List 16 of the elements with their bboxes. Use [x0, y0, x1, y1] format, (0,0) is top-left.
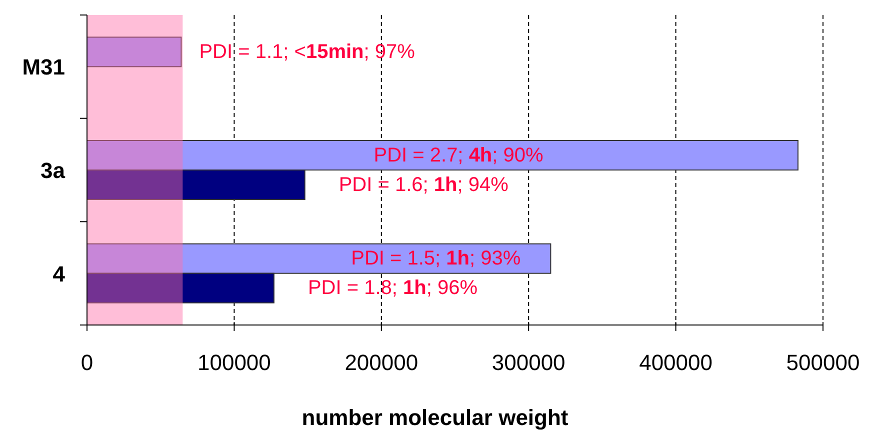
x-tick-label: 100000	[197, 350, 271, 375]
bar	[86, 36, 182, 68]
x-axis-title: number molecular weight	[302, 405, 569, 430]
annotation: PDI = 1.5; 1h; 93%	[351, 248, 521, 270]
y-tick-label: M31	[22, 54, 65, 80]
annotation: PDI = 1.6; 1h; 94%	[338, 174, 509, 196]
x-tick-label: 400000	[639, 350, 713, 375]
x-tick-label: 0	[80, 350, 94, 375]
y-tick-label: 3a	[40, 158, 66, 183]
x-tick-label: 500000	[786, 350, 860, 375]
y-tick-label: 4	[52, 261, 66, 286]
x-tick-label: 200000	[344, 350, 418, 375]
x-tick-label: 300000	[492, 350, 566, 375]
annotation: PDI = 1.1; <15min; 97%	[199, 41, 416, 64]
annotation: PDI = 2.7; 4h; 90%	[374, 144, 544, 167]
annotation: PDI = 1.8; 1h; 96%	[308, 277, 478, 300]
